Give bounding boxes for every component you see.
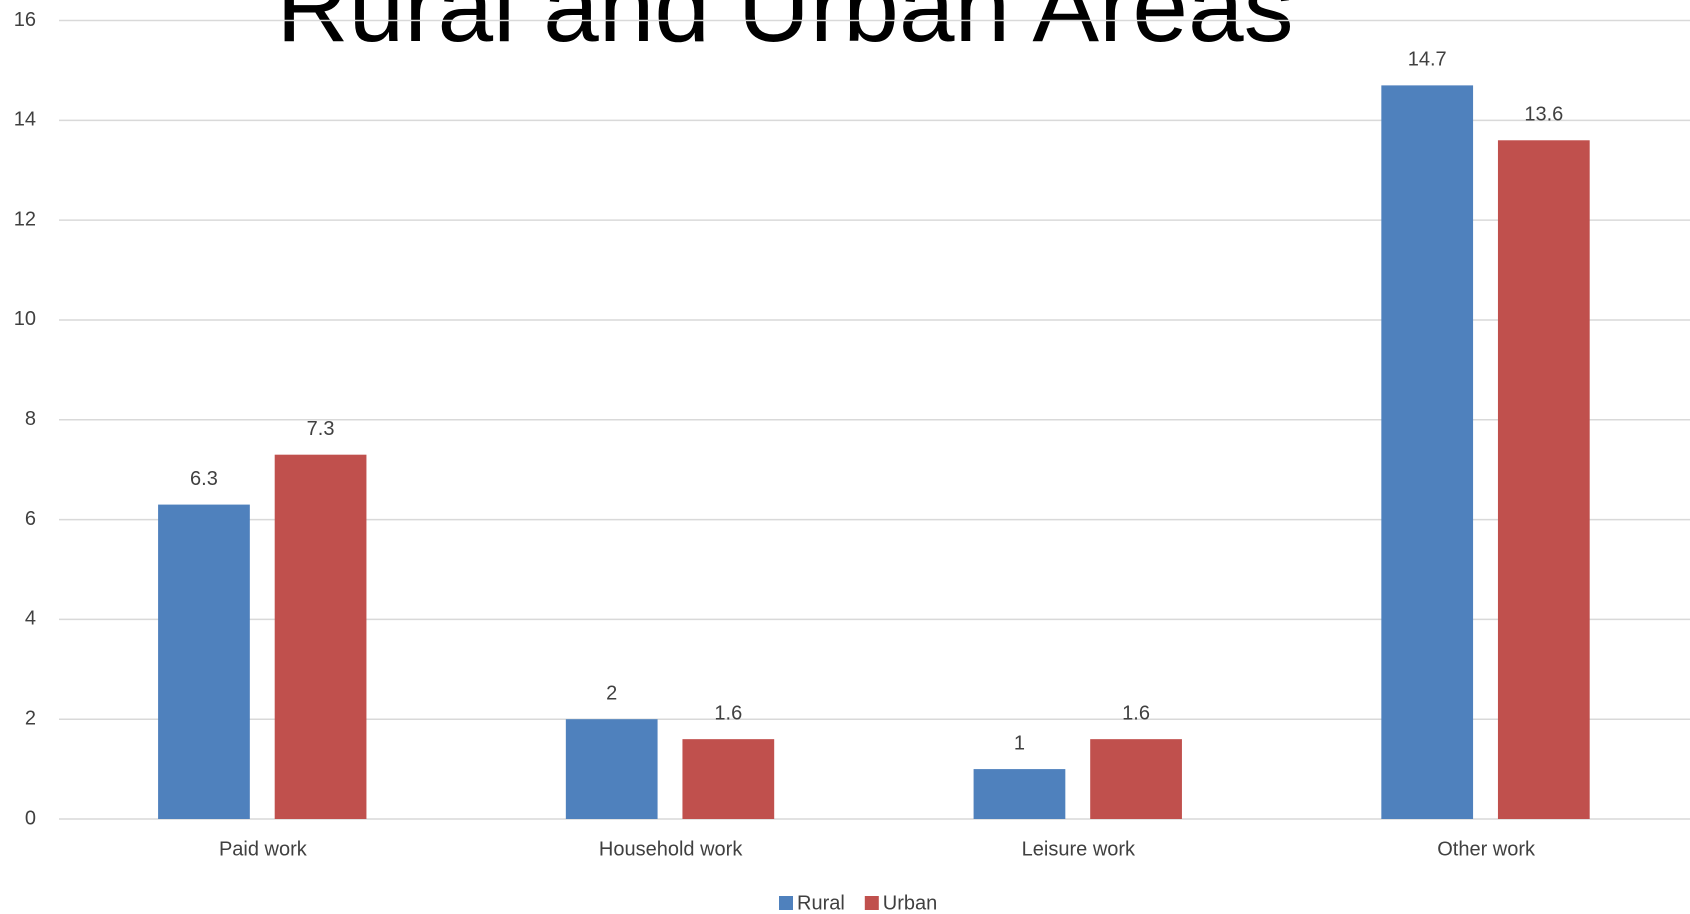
data-label: 1.6 (1122, 702, 1150, 724)
y-tick-label: 14 (14, 109, 36, 131)
y-tick-label: 6 (25, 508, 36, 530)
x-tick-label: Other work (1437, 838, 1536, 860)
x-tick-label: Household work (599, 838, 743, 860)
y-tick-label: 8 (25, 408, 36, 430)
y-tick-label: 2 (25, 707, 36, 729)
bar (1497, 140, 1590, 819)
legend-swatch (779, 896, 793, 910)
data-label: 13.6 (1524, 104, 1563, 126)
bar (274, 454, 367, 819)
data-label: 7.3 (307, 418, 335, 440)
bar (1381, 85, 1474, 820)
x-tick-label: Leisure work (1022, 838, 1136, 860)
y-tick-label: 0 (25, 807, 36, 829)
bar (158, 504, 250, 819)
legend-label: Rural (797, 892, 845, 914)
y-tick-label: 10 (14, 308, 36, 330)
y-tick-label: 4 (25, 608, 36, 630)
legend-swatch (864, 896, 879, 910)
data-label: 1.6 (714, 702, 742, 724)
bar (973, 769, 1066, 819)
y-tick-label: 16 (14, 9, 36, 31)
y-tick-label: 12 (14, 208, 36, 230)
bar (682, 739, 775, 819)
data-label: 14.7 (1408, 49, 1447, 71)
legend-label: Urban (883, 892, 937, 914)
bar (565, 719, 658, 819)
x-tick-label: Paid work (219, 838, 308, 860)
chart-title: Rural and Urban Areas (276, 0, 1293, 63)
bar (1090, 739, 1182, 819)
data-label: 6.3 (190, 468, 218, 490)
data-label: 2 (606, 682, 617, 704)
data-label: 1 (1014, 732, 1025, 754)
